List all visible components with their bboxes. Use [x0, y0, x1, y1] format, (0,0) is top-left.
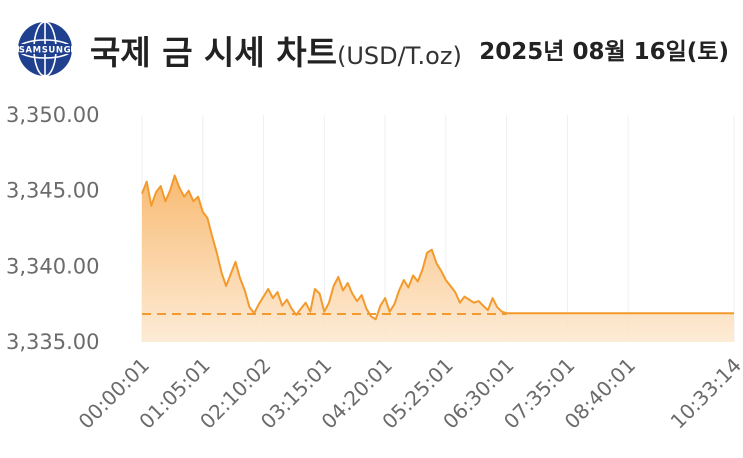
- samsung-globe-logo: SAMSUNG: [17, 21, 73, 77]
- x-tick-label: 10:33:14: [666, 353, 743, 433]
- y-tick-label: 3,350.00: [6, 103, 100, 127]
- chart-title: 국제 금 시세 차트(USD/T.oz): [90, 26, 462, 74]
- y-tick-label: 3,340.00: [6, 254, 100, 278]
- chart-unit: (USD/T.oz): [337, 42, 462, 70]
- gold-price-chart: 3,335.003,340.003,345.003,350.0000:00:01…: [6, 103, 743, 434]
- y-tick-label: 3,345.00: [6, 179, 100, 203]
- svg-text:SAMSUNG: SAMSUNG: [19, 46, 71, 56]
- y-tick-label: 3,335.00: [6, 330, 100, 354]
- chart-date: 2025년 08월 16일(토): [479, 39, 729, 65]
- chart-header: SAMSUNG 국제 금 시세 차트(USD/T.oz) 2025년 08월 1…: [0, 0, 743, 90]
- price-line: [141, 174, 734, 321]
- price-area-fill: [142, 175, 734, 342]
- chart-title-text: 국제 금 시세 차트: [90, 33, 337, 72]
